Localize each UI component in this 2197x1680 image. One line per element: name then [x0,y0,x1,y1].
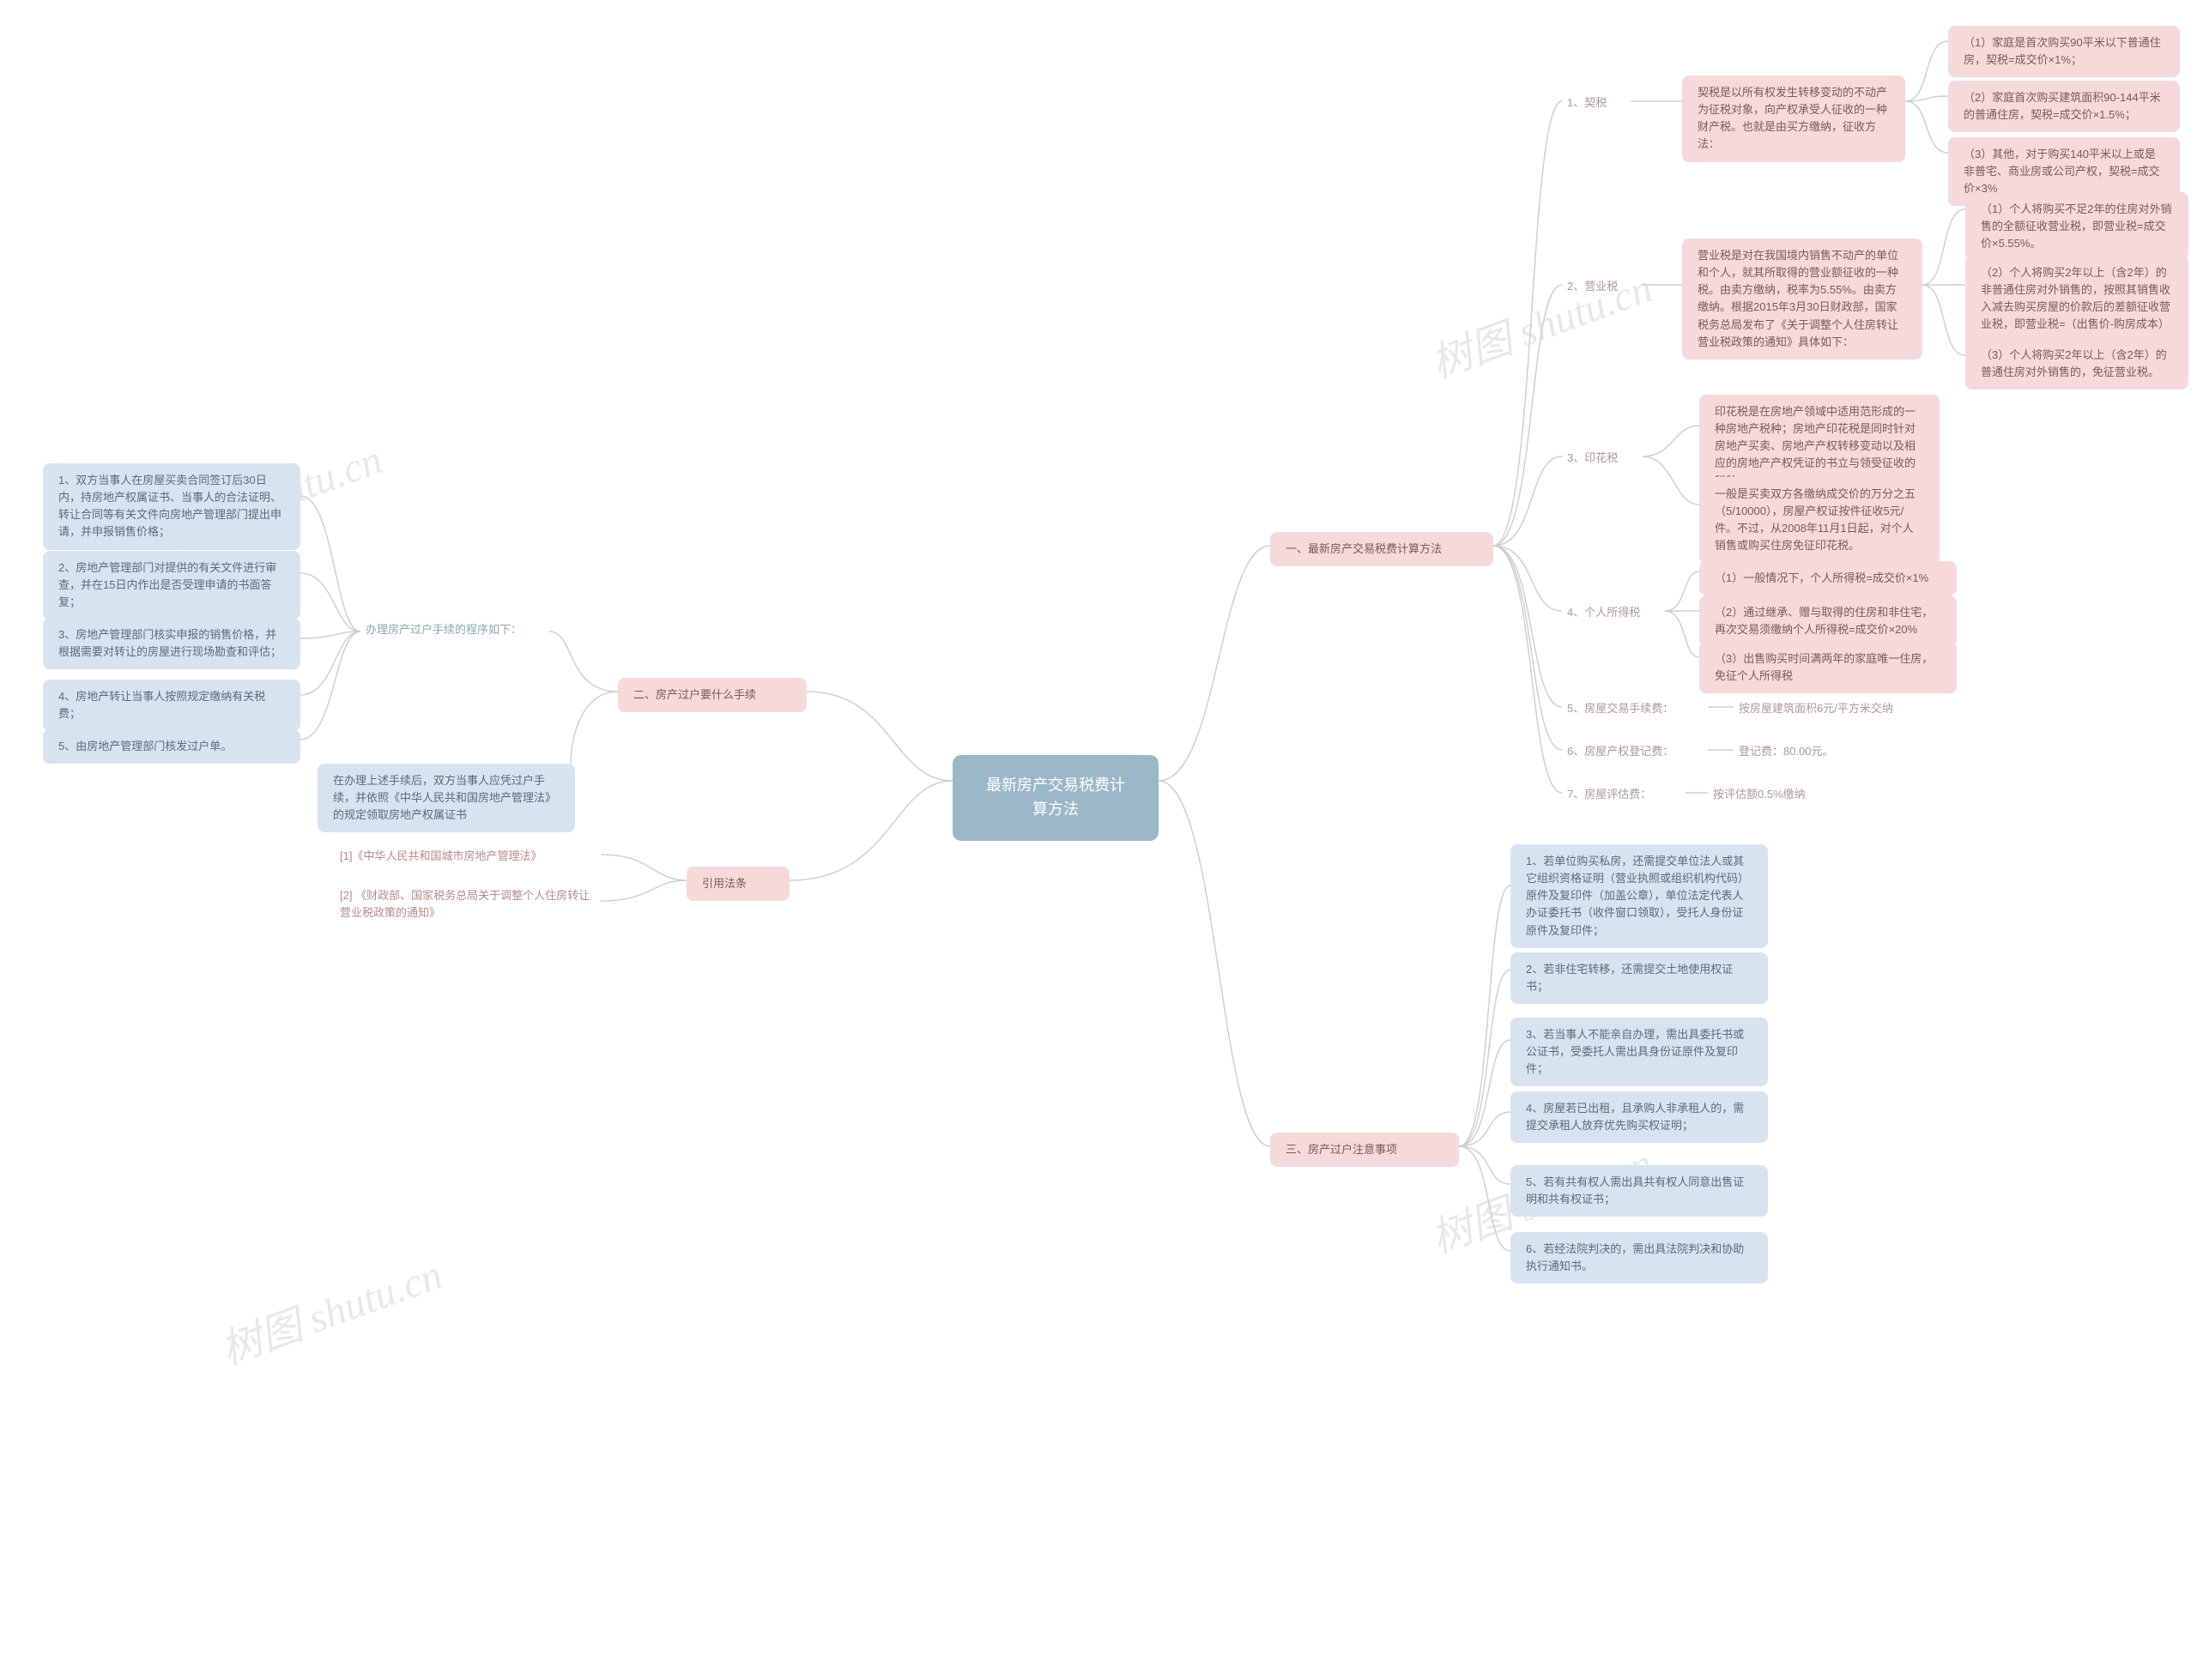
text: [2] 《财政部、国家税务总局关于调整个人住房转让营业税政策的通知》 [340,889,590,919]
idx-fee5: 5、房屋交易手续费： [1562,697,1679,721]
text: （2）通过继承、赠与取得的住房和非住宅，再次交易须缴纳个人所得税=成交价×20% [1715,606,1933,636]
grs-sub-3: （3）出售购买时间满两年的家庭唯一住房，免征个人所得税 [1699,642,1957,693]
label: 2、营业税 [1567,280,1618,293]
branch-two-sub1: 办理房产过户手续的程序如下： [360,618,549,642]
text: 营业税是对在我国境内销售不动产的单位和个人，就其所取得的营业额征收的一种税。由卖… [1698,249,1898,348]
text: 4、房屋若已出租，且承购人非承租人的，需提交承租人放弃优先购买权证明； [1526,1102,1744,1132]
body-qishui: 契税是以所有权发生转移变动的不动产为征税对象，向产权承受人征收的一种财产税。也就… [1682,76,1905,162]
text: （1）家庭是首次购买90平米以下普通住房，契税=成交价×1%； [1964,36,2161,66]
watermark: 树图 shutu.cn [1421,254,1659,390]
text: 按评估额0.5%缴纳 [1713,788,1806,801]
yys-sub-3: （3）个人将购买2年以上（含2年）的普通住房对外销售的，免征营业税。 [1965,338,2188,390]
text: 3、房地产管理部门核实申报的销售价格，并根据需要对转让的房屋进行现场勘查和评估； [58,628,281,658]
text: （2）个人将购买2年以上（含2年）的非普通住房对外销售的，按照其销售收入减去购买… [1981,266,2170,348]
text: （2）家庭首次购买建筑面积90-144平米的普通住房，契税=成交价×1.5%； [1964,91,2161,121]
body-yingyeshui: 营业税是对在我国境内销售不动产的单位和个人，就其所取得的营业额征收的一种税。由卖… [1682,239,1922,360]
text: （3）个人将购买2年以上（含2年）的普通住房对外销售的，免征营业税。 [1981,348,2167,378]
grs-sub-1: （1）一般情况下，个人所得税=成交价×1% [1699,561,1957,595]
two-item-4: 4、房地产转让当事人按照规定缴纳有关税费； [43,680,300,731]
two-item-5: 5、由房地产管理部门核发过户单。 [43,729,300,764]
idx-gerensuodeshui: 4、个人所得税 [1562,601,1645,625]
branch-refs-label: 引用法条 [702,877,747,890]
body-yinhuashui-2: 一般是买卖双方各缴纳成交价的万分之五（5/10000），房屋产权证按件征收5元/… [1699,477,1940,564]
text: 1、若单位购买私房，还需提交单位法人或其它组织资格证明（营业执照或组织机构代码）… [1526,855,1749,937]
idx-yinhuashui: 3、印花税 [1562,446,1623,470]
three-item-2: 2、若非住宅转移，还需提交土地使用权证书； [1510,952,1768,1004]
text: 在办理上述手续后，双方当事人应凭过户手续，并依照《中华人民共和国房地产管理法》的… [333,774,556,821]
idx-yingyeshui: 2、营业税 [1562,275,1623,299]
text: （3）其他，对于购买140平米以上或是非普宅、商业房或公司产权，契税=成交价×3… [1964,148,2160,195]
text: （1）一般情况下，个人所得税=成交价×1% [1715,571,1928,584]
branch-one-label: 一、最新房产交易税费计算方法 [1286,542,1442,555]
label: 3、印花税 [1567,451,1618,464]
three-item-6: 6、若经法院判决的，需出具法院判决和协助执行通知书。 [1510,1232,1768,1284]
branch-three: 三、房产过户注意事项 [1270,1133,1459,1167]
text: 1、双方当事人在房屋买卖合同签订后30日内，持房地产权属证书、当事人的合法证明、… [58,474,281,538]
root-node: 最新房产交易税费计算方法 [953,755,1159,841]
idx-fee7: 7、房屋评估费： [1562,783,1656,807]
text: 6、若经法院判决的，需出具法院判决和协助执行通知书。 [1526,1242,1744,1272]
two-item-3: 3、房地产管理部门核实申报的销售价格，并根据需要对转让的房屋进行现场勘查和评估； [43,618,300,669]
ref-2: [2] 《财政部、国家税务总局关于调整个人住房转让营业税政策的通知》 [335,884,601,925]
grs-sub-2: （2）通过继承、赠与取得的住房和非住宅，再次交易须缴纳个人所得税=成交价×20% [1699,595,1957,647]
tail-fee7: 按评估额0.5%缴纳 [1708,783,1811,807]
two-note: 在办理上述手续后，双方当事人应凭过户手续，并依照《中华人民共和国房地产管理法》的… [318,764,575,832]
label: 6、房屋产权登记费： [1567,745,1673,758]
two-item-1: 1、双方当事人在房屋买卖合同签订后30日内，持房地产权属证书、当事人的合法证明、… [43,463,300,550]
yys-sub-1: （1）个人将购买不足2年的住房对外销售的全额征收营业税，即营业税=成交价×5.5… [1965,192,2188,261]
branch-two: 二、房产过户要什么手续 [618,678,807,712]
three-item-3: 3、若当事人不能亲自办理，需出具委托书或公证书，受委托人需出具身份证原件及复印件… [1510,1018,1768,1086]
text: 5、若有共有权人需出具共有权人同意出售证明和共有权证书； [1526,1175,1744,1206]
text: 2、房地产管理部门对提供的有关文件进行审查，并在15日内作出是否受理申请的书面答… [58,561,276,608]
tail-fee5: 按房屋建筑面积6元/平方米交纳 [1734,697,1898,721]
qishui-sub-2: （2）家庭首次购买建筑面积90-144平米的普通住房，契税=成交价×1.5%； [1948,81,2180,132]
branch-refs: 引用法条 [687,867,790,901]
text: [1]《中华人民共和国城市房地产管理法》 [340,849,542,862]
two-item-2: 2、房地产管理部门对提供的有关文件进行审查，并在15日内作出是否受理申请的书面答… [43,551,300,619]
text: 一般是买卖双方各缴纳成交价的万分之五（5/10000），房屋产权证按件征收5元/… [1715,487,1916,552]
idx-qishui: 1、契税 [1562,91,1612,115]
branch-one: 一、最新房产交易税费计算方法 [1270,532,1493,566]
text: 4、房地产转让当事人按照规定缴纳有关税费； [58,690,265,720]
qishui-sub-1: （1）家庭是首次购买90平米以下普通住房，契税=成交价×1%； [1948,26,2180,77]
text: （1）个人将购买不足2年的住房对外销售的全额征收营业税，即营业税=成交价×5.5… [1981,202,2171,250]
root-title: 最新房产交易税费计算方法 [986,777,1125,818]
text: （3）出售购买时间满两年的家庭唯一住房，免征个人所得税 [1715,652,1933,682]
label: 4、个人所得税 [1567,606,1640,619]
text: 3、若当事人不能亲自办理，需出具委托书或公证书，受委托人需出具身份证原件及复印件… [1526,1028,1744,1075]
branch-three-label: 三、房产过户注意事项 [1286,1143,1397,1156]
label: 5、房屋交易手续费： [1567,702,1673,715]
branch-two-label: 二、房产过户要什么手续 [633,688,756,701]
text: 契税是以所有权发生转移变动的不动产为征税对象，向产权承受人征收的一种财产税。也就… [1698,86,1887,150]
ref-1: [1]《中华人民共和国城市房地产管理法》 [335,844,601,868]
text: 2、若非住宅转移，还需提交土地使用权证书； [1526,963,1733,993]
text: 按房屋建筑面积6元/平方米交纳 [1739,702,1893,715]
three-item-4: 4、房屋若已出租，且承购人非承租人的，需提交承租人放弃优先购买权证明； [1510,1091,1768,1143]
label: 1、契税 [1567,96,1607,109]
watermark: 树图 shutu.cn [211,1241,449,1376]
text: 5、由房地产管理部门核发过户单。 [58,740,232,752]
text: 登记费：80.00元。 [1739,745,1834,758]
three-item-1: 1、若单位购买私房，还需提交单位法人或其它组织资格证明（营业执照或组织机构代码）… [1510,844,1768,948]
label: 7、房屋评估费： [1567,788,1651,801]
text: 印花税是在房地产领域中适用范形成的一种房地产税种；房地产印花税是同时针对房地产买… [1715,405,1916,487]
three-item-5: 5、若有共有权人需出具共有权人同意出售证明和共有权证书； [1510,1165,1768,1217]
text: 办理房产过户手续的程序如下： [366,623,522,636]
idx-fee6: 6、房屋产权登记费： [1562,740,1679,764]
tail-fee6: 登记费：80.00元。 [1734,740,1839,764]
